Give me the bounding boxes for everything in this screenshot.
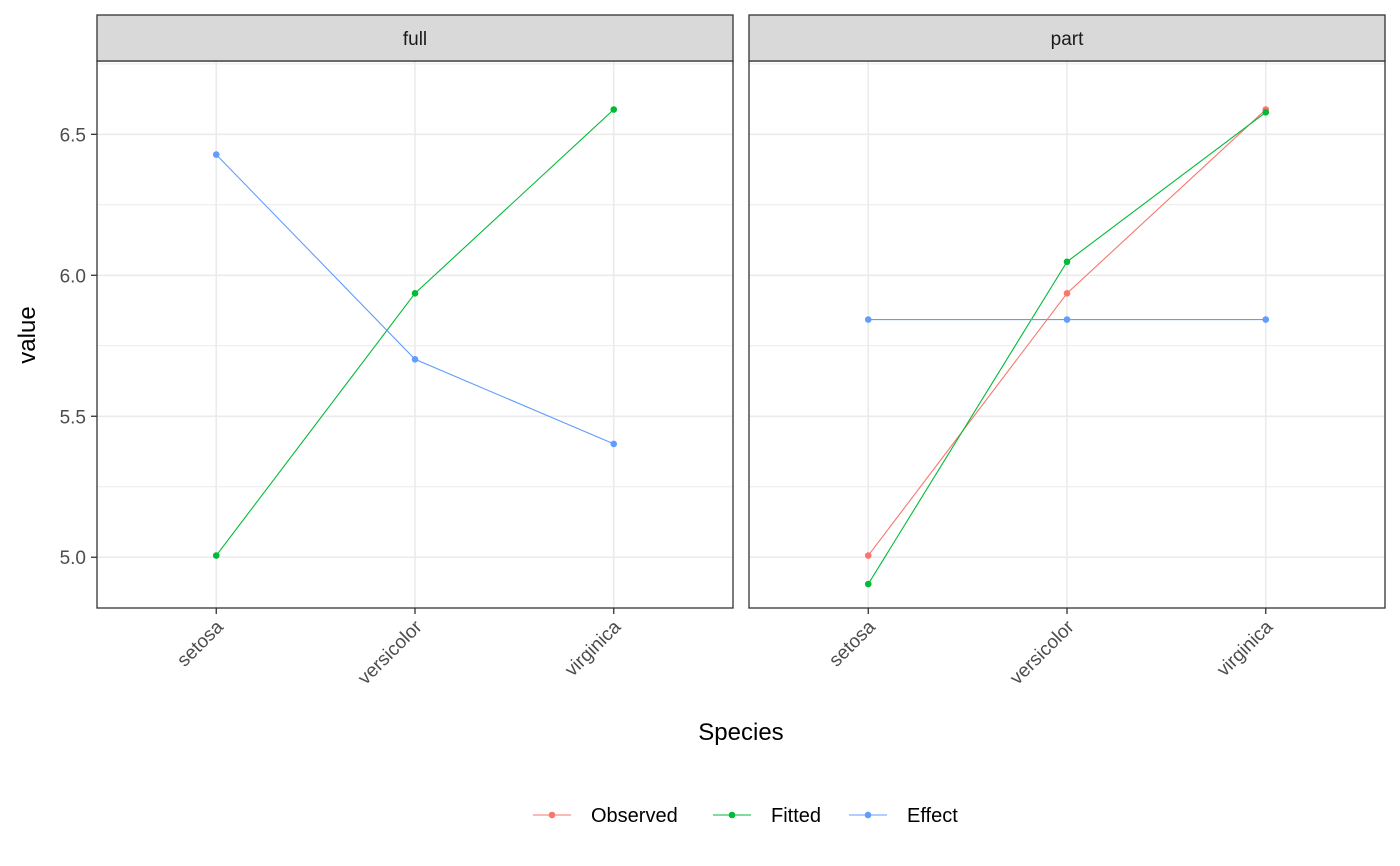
y-tick-label: 5.0	[60, 548, 86, 569]
data-point-effect-versicolor	[411, 356, 419, 363]
facet-label: full	[403, 29, 427, 50]
facet-strip	[748, 14, 1386, 62]
legend-key-point	[728, 811, 736, 819]
legend-label: Effect	[907, 805, 958, 827]
data-point-effect-setosa	[864, 316, 872, 323]
legend-key-point	[548, 811, 556, 819]
x-tick-label: versicolor	[1006, 616, 1079, 689]
legend-item-observed: Observed	[533, 805, 678, 827]
panel-full: full setosa versicolor virginica	[96, 14, 734, 689]
panels: full setosa versicolor virginica part setosa v…	[96, 14, 1386, 689]
x-tick-label: virginica	[1213, 616, 1277, 680]
data-point-observed-setosa	[864, 552, 872, 559]
x-tick-label: virginica	[561, 616, 625, 680]
x-tick-label: versicolor	[354, 616, 427, 689]
y-axis-title: value	[14, 306, 41, 363]
x-tick-label: setosa	[825, 616, 880, 671]
y-axis: 5.0 5.5 6.0 6.5	[60, 125, 97, 569]
data-point-effect-setosa	[212, 151, 220, 158]
legend-item-effect: Effect	[849, 805, 958, 827]
data-point-fitted-versicolor	[411, 290, 419, 297]
data-point-effect-virginica	[610, 440, 618, 448]
legend-item-fitted: Fitted	[713, 805, 821, 827]
legend: Observed Fitted Effect	[533, 805, 958, 827]
y-tick-label: 5.5	[60, 407, 86, 428]
x-axis-title: Species	[698, 719, 783, 746]
data-point-fitted-setosa	[864, 580, 872, 588]
facet-strip	[96, 14, 734, 62]
legend-label: Fitted	[771, 805, 821, 827]
data-point-fitted-virginica	[610, 106, 618, 113]
data-point-fitted-setosa	[212, 552, 220, 559]
panel-part: part setosa versicolor virginica	[748, 14, 1386, 689]
data-point-fitted-versicolor	[1063, 258, 1071, 266]
y-tick-label: 6.5	[60, 125, 86, 146]
data-point-observed-versicolor	[1063, 290, 1071, 297]
facet-label: part	[1051, 29, 1084, 50]
data-point-fitted-virginica	[1262, 109, 1270, 116]
legend-label: Observed	[591, 805, 678, 827]
data-point-effect-virginica	[1262, 316, 1270, 323]
legend-key-point	[864, 811, 872, 819]
y-tick-label: 6.0	[60, 266, 86, 287]
x-tick-label: setosa	[173, 616, 228, 671]
data-point-effect-versicolor	[1063, 316, 1071, 323]
